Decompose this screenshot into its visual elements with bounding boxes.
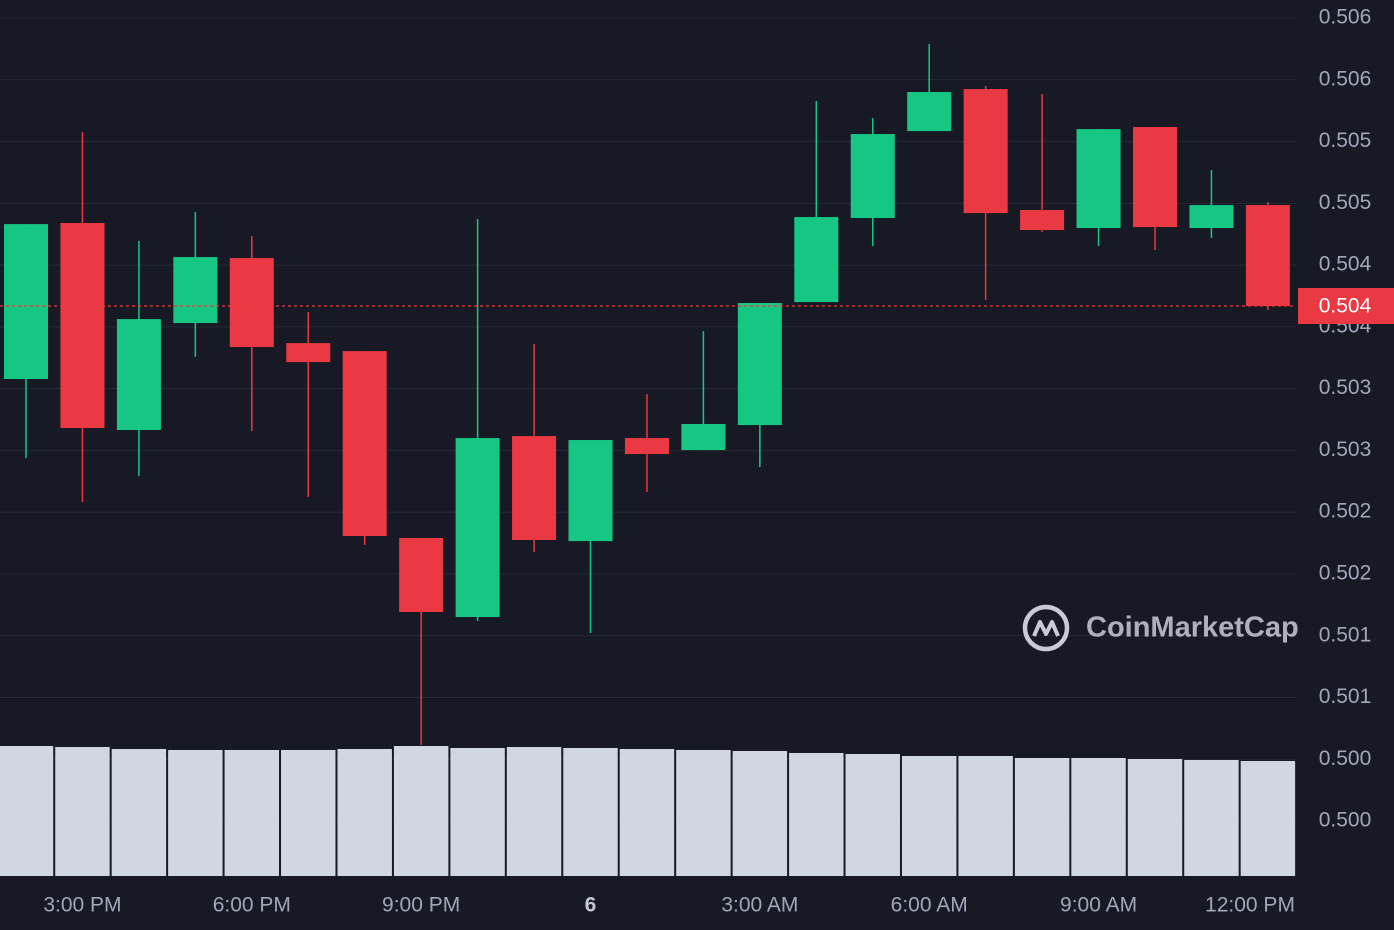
volume-bar	[111, 749, 167, 876]
candle-body	[4, 224, 48, 380]
volume-bar	[506, 747, 562, 876]
y-tick-label: 0.500	[1319, 747, 1372, 770]
volume-bar	[1071, 758, 1126, 876]
candle-body	[60, 222, 105, 429]
volume-bar	[224, 750, 280, 876]
volume-bar	[958, 756, 1013, 876]
candle-body	[173, 257, 218, 324]
y-tick-label: 0.502	[1319, 561, 1372, 584]
x-tick-label: 3:00 PM	[43, 894, 121, 917]
candle-body	[624, 438, 669, 454]
watermark: CoinMarketCap	[1022, 604, 1299, 652]
volume-bar	[0, 746, 54, 876]
candle-layer	[4, 44, 1290, 746]
candle-body	[568, 440, 613, 542]
candle-body	[512, 436, 557, 540]
x-tick-label: 6:00 AM	[891, 894, 968, 917]
candle-body	[1189, 205, 1234, 229]
watermark-logo-mark	[1032, 620, 1060, 637]
y-tick-label: 0.505	[1319, 129, 1372, 152]
y-tick-label: 0.504	[1319, 253, 1372, 276]
y-tick-label: 0.501	[1319, 623, 1372, 646]
x-tick-label: 9:00 PM	[382, 894, 460, 917]
y-tick-label: 0.502	[1319, 500, 1372, 523]
volume-bar	[901, 756, 957, 876]
candle-body	[399, 538, 444, 613]
volume-bar	[55, 747, 110, 876]
volume-layer	[0, 746, 1296, 876]
y-tick-label: 0.503	[1319, 438, 1372, 461]
x-tick-label: 12:00 PM	[1205, 894, 1295, 917]
candle-body	[1133, 126, 1177, 228]
x-axis: 3:00 PM 6:00 PM 9:00 PM 6 3:00 AM 6:00 AM 9:00…	[43, 894, 1295, 917]
last-price-label: 0.504	[1319, 295, 1372, 318]
volume-bar	[1184, 760, 1239, 876]
volume-bar	[789, 753, 844, 876]
y-tick-label: 0.503	[1319, 376, 1372, 399]
y-tick-label: 0.505	[1319, 191, 1372, 214]
candle-body	[907, 92, 952, 132]
y-tick-label: 0.501	[1319, 685, 1372, 708]
candle-body	[737, 303, 782, 426]
y-tick-label: 0.500	[1319, 809, 1372, 832]
x-tick-label: 9:00 AM	[1060, 894, 1137, 917]
watermark-logo	[1022, 604, 1070, 652]
volume-bar	[281, 750, 336, 876]
candle-body	[794, 217, 839, 303]
last-price: 0.504	[0, 288, 1394, 325]
candle-body	[1020, 210, 1065, 231]
volume-bar	[845, 754, 900, 876]
last-price-box	[1298, 288, 1394, 325]
candle-body	[963, 89, 1008, 214]
volume-bar	[393, 746, 449, 876]
volume-bar	[619, 749, 675, 876]
y-tick-label: 0.506	[1319, 67, 1372, 90]
x-tick-label: 6	[585, 894, 597, 917]
candle-body	[286, 343, 331, 363]
volume-bar	[563, 748, 618, 876]
x-tick-label: 3:00 AM	[721, 894, 798, 917]
candle-body	[681, 423, 726, 451]
volume-bar	[732, 751, 788, 876]
candle-body	[850, 134, 895, 219]
volume-bar	[337, 749, 392, 876]
candle-body	[116, 319, 161, 431]
volume-bar	[676, 750, 731, 876]
candle-body	[1245, 205, 1290, 307]
x-tick-label: 6:00 PM	[213, 894, 291, 917]
volume-bar	[168, 750, 223, 876]
candle-body	[342, 351, 387, 537]
y-tick-label: 0.506	[1319, 6, 1372, 29]
candle-body	[229, 258, 274, 348]
volume-bar	[1240, 761, 1296, 876]
volume-bar	[450, 748, 505, 876]
volume-bar	[1014, 758, 1070, 876]
volume-bar	[1127, 759, 1183, 876]
candle-body	[455, 438, 500, 618]
candle-body	[1076, 129, 1121, 229]
watermark-text: CoinMarketCap	[1086, 612, 1299, 644]
